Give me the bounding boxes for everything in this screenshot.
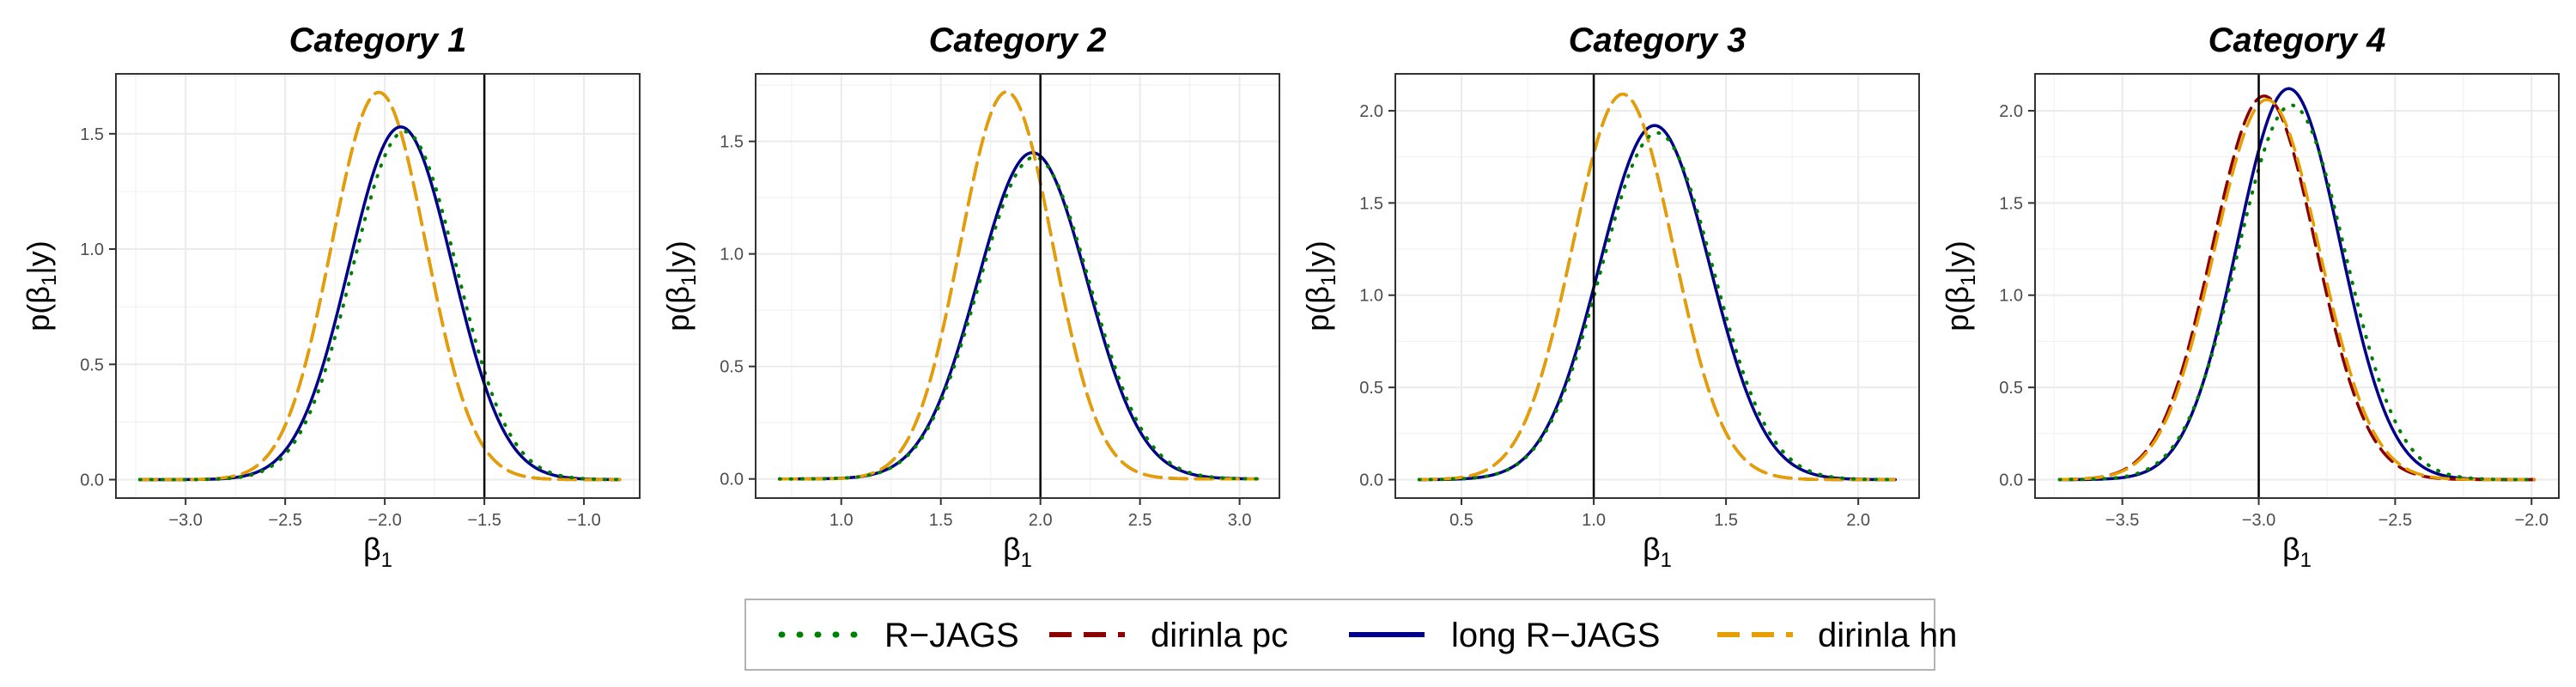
x-tick-label: 3.0 [1228,511,1252,530]
plot-area [2035,74,2559,498]
y-tick-label: 0.0 [1359,471,1383,490]
legend-item-1: R−JAGS [778,617,1019,654]
x-tick-label: 1.5 [1714,511,1738,530]
plot-area [1395,74,1919,498]
series-line-r-jags [777,155,1260,481]
panel-title: Category 2 [929,21,1107,59]
y-axis-title: p(β1|y) [21,240,61,331]
legend-label: dirinla pc [1151,617,1288,654]
y-tick-label: 2.0 [1999,102,2023,121]
x-tick-label: −2.0 [2514,511,2548,530]
panel-border [1394,73,1920,499]
panel-2: 1.0 1.5 2.0 2.5 3.0 0.0 0.5 1.0 1.5 Category 2 β1 p… [660,21,1280,572]
x-axis-title: β1 [363,532,392,572]
panel-title: Category 4 [2208,21,2386,59]
y-tick-label: 1.0 [720,246,744,264]
panel-title: Category 1 [289,21,467,59]
x-tick-label: −3.0 [2242,511,2275,530]
y-tick-label: 0.5 [720,358,744,377]
legend-item-4: dirinla hn [1717,617,1957,654]
x-axis-title: β1 [1643,532,1672,572]
legend-item-3: long R−JAGS [1349,617,1660,654]
series-line-r-jags [2057,103,2537,482]
y-tick-label: 2.0 [1359,102,1383,121]
y-axis-title: p(β1|y) [1940,240,1980,331]
x-tick-label: −3.0 [168,511,202,530]
y-tick-label: 0.0 [1999,471,2023,490]
y-tick-label: 0.0 [720,471,744,489]
x-tick-label: 2.5 [1128,511,1152,530]
series-line-r-jags [137,130,622,482]
panel-3: 0.5 1.0 1.5 2.0 0.0 0.5 1.0 1.5 2.0 Category 3 β1 p… [1300,21,1920,572]
x-tick-label: −2.0 [368,511,401,530]
y-tick-label: 1.0 [1999,287,2023,306]
panel-1: −3.0 −2.5 −2.0 −1.5 −1.0 0.0 0.5 1.0 1.5 Category… [21,21,641,572]
y-tick-label: 0.0 [80,471,104,490]
x-tick-label: 2.0 [1029,511,1053,530]
panel-4: −3.5 −3.0 −2.5 −2.0 0.0 0.5 1.0 1.5 2.0 Category … [1940,21,2560,572]
x-tick-label: −2.5 [2379,511,2412,530]
legend-label: R−JAGS [884,617,1019,654]
density-curves [137,90,622,482]
y-tick-label: 1.5 [80,125,104,144]
y-tick-label: 1.0 [1359,287,1383,306]
y-axis-title: p(β1|y) [660,240,701,331]
y-tick-label: 0.5 [80,356,104,374]
legend-label: long R−JAGS [1451,617,1660,654]
series-line-r-jags [1417,131,1898,482]
panel-border [2034,73,2560,499]
plot-area [116,74,640,498]
x-axis-title: β1 [1003,532,1032,572]
gridlines [1395,74,1919,498]
density-curves [1417,92,1898,482]
x-tick-label: −1.0 [567,511,600,530]
x-tick-label: 1.0 [829,511,854,530]
y-tick-label: 1.0 [80,240,104,259]
y-tick-label: 1.5 [720,133,744,152]
x-tick-label: −1.5 [467,511,501,530]
y-axis-title: p(β1|y) [1300,240,1340,331]
x-tick-label: −2.5 [268,511,301,530]
x-axis-title: β1 [2282,532,2312,572]
legend-item-2: dirinla pc [1049,617,1288,654]
panel-border [755,73,1280,499]
x-tick-label: −3.5 [2105,511,2139,530]
y-tick-label: 1.5 [1999,194,2023,213]
legend: R−JAGS dirinla pc long R−JAGS dirinla hn [744,599,1957,671]
density-curves [777,90,1260,481]
y-tick-label: 0.5 [1999,379,2023,398]
x-tick-label: 0.5 [1449,511,1473,530]
plot-area [756,74,1279,498]
y-tick-label: 0.5 [1359,379,1383,398]
panel-title: Category 3 [1569,21,1747,59]
chart-panels: −3.0 −2.5 −2.0 −1.5 −1.0 0.0 0.5 1.0 1.5 Category… [21,21,2560,572]
legend-label: dirinla hn [1818,617,1957,654]
series-line-dirinla-hn [1417,92,1898,482]
x-tick-label: 1.5 [929,511,953,530]
y-tick-label: 1.5 [1359,194,1383,213]
series-line-dirinla-hn [2057,98,2537,482]
x-tick-label: 1.0 [1582,511,1606,530]
x-tick-label: 2.0 [1846,511,1870,530]
panel-border [115,73,641,499]
density-curves [2057,87,2537,482]
